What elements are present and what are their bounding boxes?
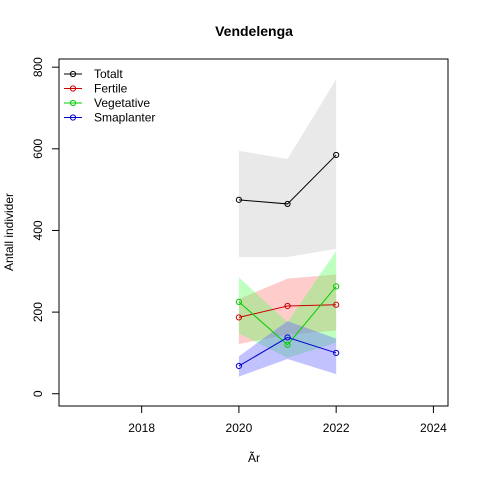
chart-title: Vendelenga: [215, 23, 293, 39]
legend-label-fertile: Fertile: [94, 82, 128, 96]
y-axis-label: Antall individer: [2, 193, 16, 271]
band-smaplanter: [238, 321, 337, 377]
band-vegetative: [238, 250, 337, 358]
x-tick-label: 2018: [128, 421, 155, 435]
x-tick-label: 2022: [323, 421, 350, 435]
y-tick-label: 200: [31, 302, 45, 322]
x-tick-label: 2024: [420, 421, 447, 435]
legend-label-totalt: Totalt: [94, 67, 123, 81]
x-tick-label: 2020: [226, 421, 253, 435]
band-fertile: [238, 274, 337, 344]
line-vegetative: [238, 286, 337, 346]
x-axis-label: Ãr: [248, 451, 260, 465]
y-tick-label: 0: [31, 390, 45, 397]
series-lines: [238, 154, 337, 367]
legend-marker-smaplanter: [69, 114, 77, 121]
y-tick-label: 600: [31, 138, 45, 158]
point-smaplanter: [333, 349, 340, 357]
series-points: [235, 151, 340, 370]
point-totalt: [235, 196, 243, 203]
legend-label-vegetative: Vegetative: [94, 96, 150, 110]
legend-marker-totalt: [69, 70, 77, 78]
point-fertile: [235, 314, 243, 321]
y-axis: 0 200 400 600 800: [31, 57, 60, 397]
point-vegetative: [333, 283, 340, 290]
point-smaplanter: [235, 362, 243, 370]
point-vegetative: [284, 341, 291, 348]
confidence-bands: [238, 79, 337, 377]
band-totalt: [238, 79, 337, 257]
line-totalt: [238, 154, 337, 205]
y-tick-label: 400: [31, 220, 45, 240]
legend-marker-vegetative: [69, 99, 77, 107]
point-totalt: [284, 200, 291, 208]
line-smaplanter: [238, 336, 337, 367]
y-tick-label: 800: [31, 57, 45, 77]
point-fertile: [284, 302, 291, 310]
legend-marker-fertile: [69, 85, 77, 92]
point-vegetative: [235, 298, 243, 305]
point-smaplanter: [284, 334, 291, 341]
x-axis: 2018 2020 2022 2024: [128, 405, 447, 435]
point-fertile: [333, 301, 340, 308]
point-totalt: [333, 151, 340, 159]
legend-label-smaplanter: Smaplanter: [94, 111, 155, 125]
